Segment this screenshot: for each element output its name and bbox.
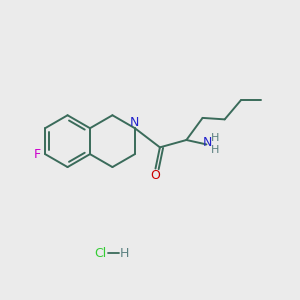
Text: H: H (211, 145, 219, 155)
Text: N: N (130, 116, 140, 129)
Text: H: H (211, 133, 219, 143)
Text: O: O (151, 169, 160, 182)
Text: F: F (33, 148, 40, 160)
Text: N: N (203, 136, 213, 149)
Text: Cl: Cl (94, 247, 106, 260)
Text: H: H (119, 247, 129, 260)
